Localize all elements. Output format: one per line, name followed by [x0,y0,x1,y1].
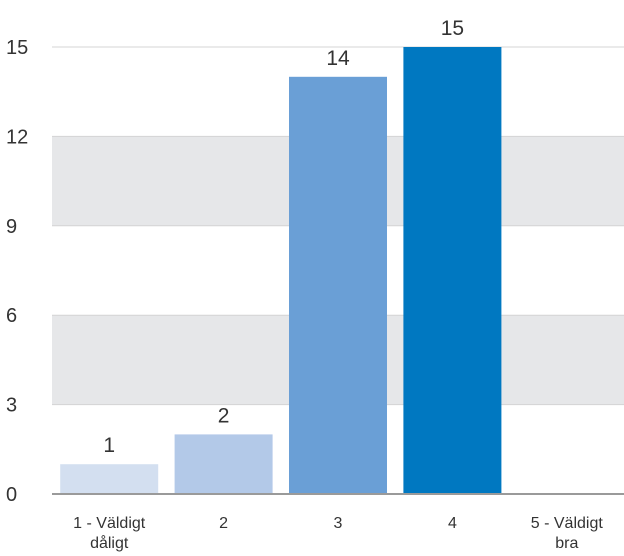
data-label: 2 [218,404,230,427]
x-tick-label: 4 [448,515,457,532]
data-label: 15 [441,17,464,40]
y-tick-label: 9 [6,216,17,238]
x-tick-label: 1 - Väldigt dåligt [73,515,146,552]
data-labels: 1 2 14 15 [103,17,464,457]
y-tick-label: 15 [6,37,28,59]
y-tick-label: 0 [6,484,17,506]
y-axis: 0 3 6 9 12 15 [6,37,28,506]
x-axis: 1 - Väldigt dåligt 2 3 4 5 - Väldigt bra [73,515,603,552]
bar [403,47,502,494]
data-label: 14 [326,47,350,70]
data-label: 1 [103,434,115,457]
x-tick-label: 3 [334,515,343,532]
bar [289,76,387,495]
y-tick-label: 3 [6,395,17,417]
bars [60,47,502,495]
x-tick-label: 5 - Väldigt bra [531,515,604,552]
bar [60,464,159,494]
y-tick-label: 6 [6,305,17,327]
x-tick-label: 2 [219,515,228,532]
bar [174,434,273,494]
y-tick-label: 12 [6,126,28,148]
